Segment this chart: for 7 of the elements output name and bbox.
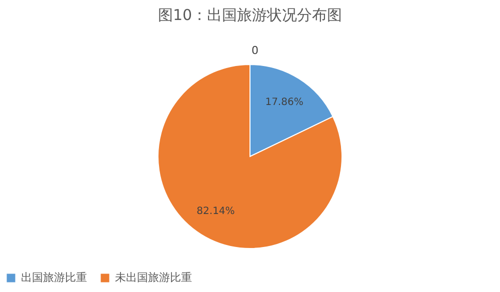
legend-label: 未出国旅游比重: [115, 271, 192, 284]
legend-label: 出国旅游比重: [21, 271, 87, 284]
data-label: 82.14%: [196, 206, 235, 218]
data-label: 17.86%: [265, 96, 304, 108]
chart-title: 图10：出国旅游状况分布图: [158, 6, 342, 24]
pie-slice: [158, 64, 342, 249]
text: 0: [252, 44, 258, 57]
